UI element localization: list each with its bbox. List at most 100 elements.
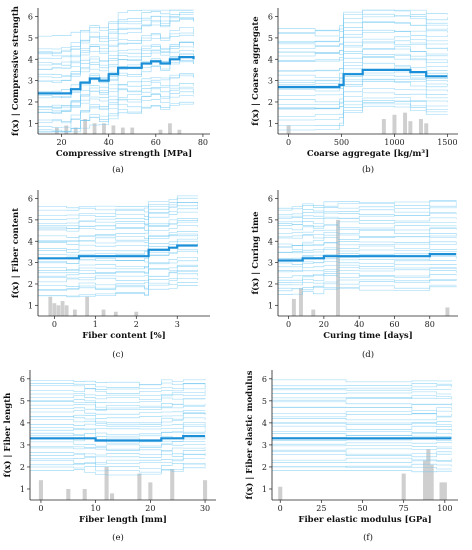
histogram-bar (401, 473, 406, 500)
y-axis-label: f(x) | Fiber elastic modulus (244, 370, 255, 499)
ice-line (38, 195, 198, 209)
ice-line (278, 267, 457, 273)
ice-line (272, 391, 452, 395)
histogram-bar (101, 309, 106, 316)
panel-label: (f) (363, 532, 373, 543)
x-tick-label: 80 (425, 320, 435, 329)
ice-line (278, 264, 457, 271)
x-tick-label: 2 (134, 320, 139, 329)
histogram-bar (203, 480, 208, 500)
ice-line (30, 390, 206, 396)
y-tick-label: 3 (20, 441, 25, 450)
panel-label: (d) (362, 349, 374, 360)
histogram-bar (439, 482, 444, 500)
histogram-bar (64, 305, 69, 316)
ice-line (272, 432, 452, 436)
ice-line (38, 264, 198, 277)
ice-line (30, 424, 206, 430)
ice-line (38, 46, 194, 82)
ice-line (278, 88, 448, 105)
x-tick-label: 20 (56, 138, 66, 147)
histogram-bar (442, 482, 447, 500)
histogram-bar (429, 464, 434, 500)
histogram-bar (426, 449, 431, 500)
mean-pdp-line (38, 244, 198, 260)
ice-line (30, 398, 206, 408)
ice-line (272, 389, 452, 391)
histogram-bar (392, 114, 397, 134)
x-tick-label: 20 (145, 504, 155, 513)
histogram-bar (298, 288, 303, 316)
ice-line (30, 386, 206, 394)
y-tick-label: 3 (28, 259, 33, 268)
ice-line (272, 379, 452, 383)
ice-line (30, 430, 206, 437)
x-tick-label: 0 (286, 320, 291, 329)
y-tick-label: 4 (28, 237, 33, 246)
ice-line (272, 385, 452, 389)
ice-line (272, 410, 452, 414)
ice-line (278, 270, 457, 281)
histogram-bar (66, 488, 71, 500)
ice-line (278, 243, 457, 253)
ice-line (38, 221, 198, 232)
histogram-bar (48, 296, 53, 316)
y-tick-label: 5 (28, 216, 33, 225)
histogram-bar (158, 129, 163, 134)
x-tick-label: 75 (399, 504, 409, 513)
x-tick-label: 1500 (437, 138, 457, 147)
histogram-bar (54, 127, 59, 134)
histogram-bar (73, 127, 78, 134)
ice-line (38, 234, 198, 250)
y-tick-label: 4 (268, 55, 273, 64)
x-tick-label: 1000 (384, 138, 404, 147)
histogram-bar (120, 127, 125, 134)
y-tick-label: 4 (262, 419, 267, 428)
y-tick-label: 2 (28, 280, 33, 289)
ice-line (272, 453, 452, 458)
y-tick-label: 6 (262, 375, 267, 384)
y-tick-label: 6 (28, 13, 33, 22)
ice-line (278, 201, 457, 211)
ice-line (30, 417, 206, 425)
y-tick-label: 5 (20, 397, 25, 406)
ice-line (272, 470, 452, 473)
histogram-bar (92, 123, 97, 134)
ice-line (272, 442, 452, 445)
histogram-bar (56, 305, 61, 316)
ice-line (278, 48, 448, 61)
ice-line (272, 457, 452, 461)
x-tick-label: 0 (278, 504, 283, 513)
panel-a: 1 2 3 4 5 6 20 40 60 80 Compressive strength [MPa]… (10, 6, 210, 175)
ice-line (30, 412, 206, 419)
ice-line (30, 447, 206, 451)
y-tick-label: 3 (268, 259, 273, 268)
y-tick-label: 1 (20, 485, 25, 494)
ice-line (38, 60, 194, 108)
ice-line (30, 437, 206, 444)
ice-line (272, 401, 452, 405)
ice-line (38, 237, 198, 253)
y-tick-label: 4 (268, 237, 273, 246)
histogram-bar (278, 486, 283, 500)
histogram-bar (311, 309, 316, 316)
ice-line (278, 256, 457, 265)
histogram-bar (408, 121, 413, 134)
ice-line (38, 231, 198, 242)
ice-line (278, 217, 457, 225)
ice-line (272, 445, 452, 448)
ice-line (38, 220, 198, 238)
y-tick-label: 4 (28, 55, 33, 64)
ice-line (278, 241, 457, 250)
y-tick-label: 6 (28, 195, 33, 204)
ice-line (38, 73, 194, 128)
ice-line (278, 260, 457, 268)
ice-line (272, 404, 452, 408)
histogram-bar (85, 296, 90, 316)
ice-line (278, 284, 457, 295)
panel-e: 1 2 3 4 5 6 0 10 20 30 Fiber length [mm] f(x) | Fib… (2, 370, 216, 543)
ice-line (30, 406, 206, 411)
ice-line (272, 429, 452, 433)
histogram-bar (137, 473, 142, 500)
